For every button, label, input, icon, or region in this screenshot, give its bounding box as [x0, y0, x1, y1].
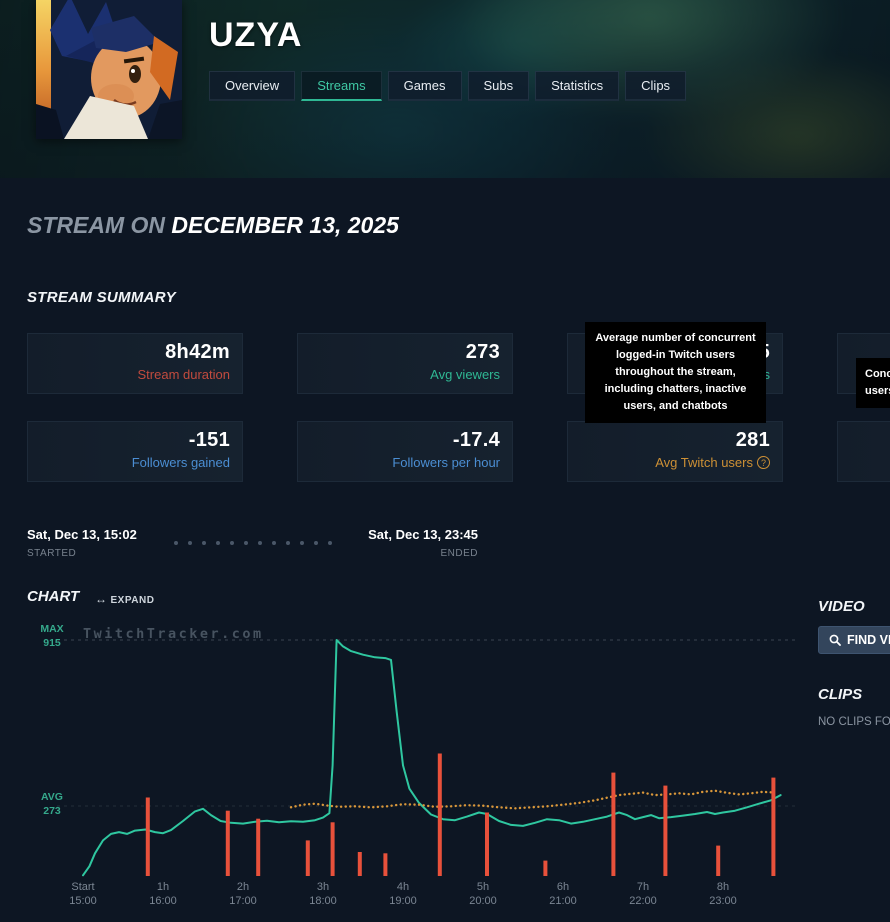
tab-games[interactable]: Games: [387, 71, 462, 101]
streamer-avatar: [36, 0, 182, 139]
x-axis-tick: 8h 23:00: [709, 881, 737, 908]
stat-label: Avg viewers: [430, 367, 500, 382]
page-title: UZYA: [209, 16, 303, 54]
x-axis-tick: Start 15:00: [69, 881, 97, 908]
x-axis-tick: 6h 21:00: [549, 881, 577, 908]
tab-streams[interactable]: Streams: [301, 71, 382, 101]
timeline-dot: [187, 541, 192, 545]
y-axis-avg-label: AVG 273: [41, 791, 63, 817]
help-icon[interactable]: ?: [757, 456, 770, 469]
partial-tooltip-line: Concurrent: [865, 368, 890, 380]
search-icon: [829, 634, 841, 646]
stream-date: DECEMBER 13, 2025: [171, 212, 399, 238]
stream-date-heading: STREAM ON DECEMBER 13, 2025: [27, 212, 399, 239]
end-time: Sat, Dec 13, 23:45: [368, 527, 478, 542]
profile-tabs: Overview Streams Games Subs Statistics C…: [209, 71, 687, 101]
stat-label: Avg Twitch users?: [580, 455, 770, 470]
video-section-title: VIDEO: [818, 598, 865, 615]
stat-card-avg-twitch-users: 281 Avg Twitch users?: [567, 421, 783, 482]
stat-value: 281: [735, 429, 770, 451]
expand-label: EXPAND: [110, 595, 155, 606]
start-time: Sat, Dec 13, 15:02: [27, 527, 137, 542]
x-axis-tick: 5h 20:00: [469, 881, 497, 908]
stat-label: Followers gained: [131, 455, 230, 470]
timeline-dot: [271, 541, 276, 545]
viewers-chart[interactable]: TwitchTracker.com MAX 915 AVG 273 Start 1…: [27, 615, 800, 915]
stat-value: 273: [465, 341, 500, 363]
stat-card-followers-gained: -151 Followers gained: [27, 421, 243, 482]
stream-timeline: Sat, Dec 13, 15:02 STARTED Sat, Dec 13, …: [27, 527, 478, 559]
ended-label: ENDED: [440, 548, 478, 559]
tab-overview[interactable]: Overview: [209, 71, 296, 101]
timeline-dot: [327, 541, 332, 545]
tab-subs[interactable]: Subs: [467, 71, 530, 101]
stat-label: Followers per hour: [392, 455, 500, 470]
chart-expand-button[interactable]: ↔ EXPAND: [95, 592, 154, 606]
stat-label-text: Avg Twitch users: [655, 455, 753, 470]
started-label: STARTED: [27, 548, 77, 559]
tab-statistics[interactable]: Statistics: [535, 71, 620, 101]
x-axis-tick: 4h 19:00: [389, 881, 417, 908]
find-video-button[interactable]: FIND VIDEO: [818, 626, 890, 654]
x-axis-tick: 1h 16:00: [149, 881, 177, 908]
stat-value: 8h42m: [165, 341, 230, 363]
stat-card-followers-per-hour: -17.4 Followers per hour: [297, 421, 513, 482]
stat-card-avg-viewers: 273 Avg viewers: [297, 333, 513, 394]
timeline-dot: [299, 541, 304, 545]
timeline-dot: [173, 541, 178, 545]
profile-header: UZYA Overview Streams Games Subs Statist…: [0, 0, 890, 178]
stat-value: -17.4: [452, 429, 500, 451]
timeline-end: Sat, Dec 13, 23:45 ENDED: [368, 527, 478, 559]
timeline-dot: [215, 541, 220, 545]
stat-card-duration: 8h42m Stream duration: [27, 333, 243, 394]
chart-title: CHART: [27, 588, 80, 605]
timeline-start: Sat, Dec 13, 15:02 STARTED: [27, 527, 137, 559]
timeline-dots: [173, 541, 332, 545]
avg-twitch-users-tooltip: Average number of concurrent logged-in T…: [585, 322, 766, 424]
y-axis-max-label: MAX 915: [40, 623, 64, 649]
tab-clips[interactable]: Clips: [625, 71, 687, 101]
stream-on-label: STREAM ON: [27, 212, 165, 238]
avatar-illustration: [36, 0, 182, 139]
watermark: TwitchTracker.com: [83, 626, 264, 642]
timeline-dot: [229, 541, 234, 545]
timeline-dot: [285, 541, 290, 545]
x-axis-tick: 7h 22:00: [629, 881, 657, 908]
x-axis-tick: 2h 17:00: [229, 881, 257, 908]
expand-icon: ↔: [95, 592, 108, 606]
x-axis-tick: 3h 18:00: [309, 881, 337, 908]
timeline-dot: [257, 541, 262, 545]
clips-section-title: CLIPS: [818, 686, 863, 703]
find-video-label: FIND VIDEO: [847, 633, 890, 647]
x-axis: Start 15:00 1h 16:00 2h 17:00 3h 18:00 4h 19:00 5h…: [27, 880, 800, 914]
stat-label: Stream duration: [137, 367, 231, 382]
timeline-dot: [243, 541, 248, 545]
partial-tooltip-line: users: [865, 385, 890, 398]
no-clips-message: NO CLIPS FOUND: [818, 716, 890, 728]
timeline-dot: [313, 541, 318, 545]
timeline-dot: [201, 541, 206, 545]
stream-summary-title: STREAM SUMMARY: [27, 289, 176, 306]
partial-tooltip: Concurrent users: [856, 358, 890, 409]
stat-value: -151: [188, 429, 230, 451]
stat-card-clipped: [837, 421, 890, 482]
stream-chart-svg[interactable]: [27, 615, 800, 880]
